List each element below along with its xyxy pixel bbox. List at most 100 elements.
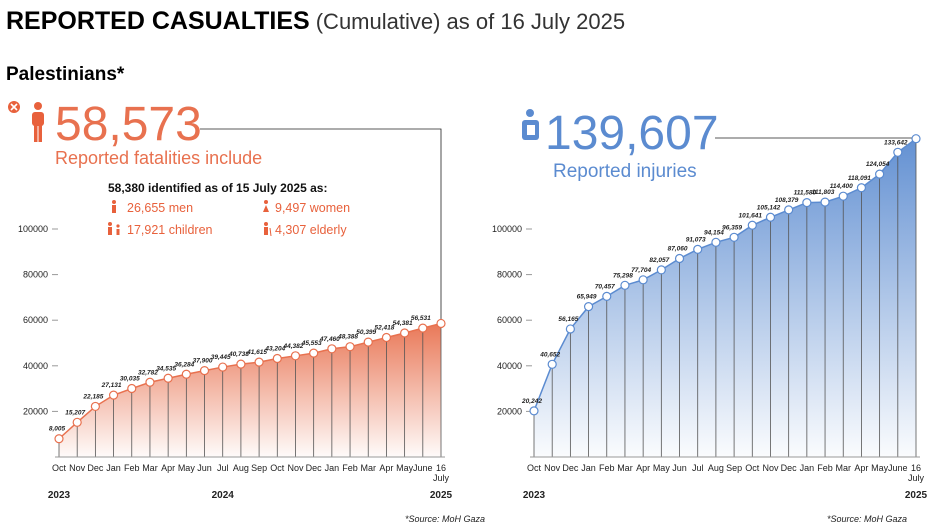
x-tick-label: Mar: [142, 463, 158, 473]
x-tick-label: Sep: [251, 463, 268, 473]
value-label: 22,185: [82, 393, 103, 400]
point: [436, 318, 446, 329]
x-tick-label: Oct: [526, 463, 541, 473]
x-tick-label: May: [652, 463, 670, 473]
x-tick-label: Mar: [360, 463, 376, 473]
value-label: 105,142: [757, 204, 781, 211]
value-label: 40,738: [228, 351, 249, 358]
value-label: 15,207: [65, 409, 85, 416]
y-tick-label: 80000: [23, 270, 48, 280]
year-label: 2024: [212, 490, 235, 501]
point: [254, 357, 264, 367]
x-tick-label: May: [177, 463, 195, 473]
breakdown-item: 17,921 children: [127, 223, 213, 237]
y-tick-label: 60000: [23, 315, 48, 325]
point: [529, 406, 539, 416]
point: [236, 359, 246, 369]
value-label: 30,035: [120, 376, 140, 383]
point: [345, 342, 355, 352]
title-rest: (Cumulative) as of 16 July 2025: [316, 9, 625, 34]
value-label: 91,073: [686, 236, 706, 243]
value-label: 43,204: [264, 345, 285, 352]
headline-caption: Reported injuries: [553, 161, 697, 182]
point: [218, 362, 228, 372]
value-label: 111,803: [812, 189, 835, 196]
headline: 58,573: [55, 98, 202, 151]
area: [59, 323, 441, 457]
point: [729, 232, 739, 242]
point: [693, 244, 703, 254]
point: [820, 197, 830, 207]
point: [145, 377, 155, 387]
value-label: 47,460: [319, 336, 340, 343]
x-tick-label: Nov: [287, 463, 304, 473]
value-label: 133,642: [884, 139, 908, 146]
x-tick-label: May: [396, 463, 414, 473]
point: [199, 365, 210, 376]
year-label: 2025: [905, 490, 928, 501]
point: [400, 328, 410, 338]
point: [127, 383, 137, 394]
point: [602, 291, 612, 301]
value-label: 37,900: [193, 358, 213, 365]
point: [418, 323, 428, 333]
breakdown-title: 58,380 identified as of 15 July 2025 as:: [108, 181, 327, 195]
value-label: 108,379: [775, 197, 799, 204]
value-label: 65,949: [577, 294, 597, 301]
point: [893, 147, 903, 157]
point: [181, 369, 191, 379]
x-tick-label: Nov: [544, 463, 561, 473]
x-tick-label: Feb: [123, 463, 140, 473]
point: [838, 191, 848, 201]
x-tick-label: Mar: [835, 463, 851, 473]
breakdown-item: 9,497 women: [275, 201, 350, 215]
x-tick-label: Dec: [780, 463, 797, 473]
value-label: 39,445: [211, 354, 231, 361]
title-main: REPORTED CASUALTIES: [6, 7, 310, 35]
x-tick-label: May: [871, 463, 889, 473]
value-label: 87,060: [668, 246, 688, 253]
source: *Source: MoH Gaza: [827, 514, 907, 524]
breakdown-icons: [108, 200, 272, 237]
point: [90, 401, 100, 412]
value-label: 94,154: [704, 229, 724, 236]
x-tick-label: June: [413, 463, 433, 473]
point: [565, 324, 575, 334]
point: [856, 183, 867, 193]
point: [327, 344, 337, 354]
value-label: 52,418: [374, 324, 394, 331]
value-label: 56,165: [558, 316, 578, 323]
value-label: 41,615: [246, 349, 267, 356]
y-tick-label: 80000: [497, 270, 522, 280]
value-label: 50,399: [356, 329, 376, 336]
fatality-icon: [8, 101, 44, 142]
x-tick-label: Oct: [270, 463, 285, 473]
x-tick-label: Apr: [854, 463, 869, 473]
breakdown-item: 26,655 men: [127, 201, 193, 215]
x-tick-label: Jun: [672, 463, 687, 473]
point: [747, 220, 757, 230]
value-label: 36,284: [174, 361, 194, 368]
point: [911, 134, 921, 144]
value-label: 48,388: [337, 334, 358, 341]
x-tick-label: Oct: [745, 463, 760, 473]
x-tick-label: Jan: [324, 463, 340, 473]
point: [638, 275, 648, 285]
y-tick-label: 20000: [497, 406, 522, 416]
breakdown-item: 4,307 elderly: [275, 223, 347, 237]
x-tick-label: Nov: [69, 463, 86, 473]
value-label: 111,580: [794, 190, 817, 197]
value-label: 27,131: [101, 382, 122, 389]
x-tick-label: Apr: [379, 463, 394, 473]
x-tick-label: June: [888, 463, 908, 473]
point: [765, 212, 776, 222]
title: REPORTED CASUALTIES (Cumulative) as of 16…: [6, 7, 625, 35]
value-label: 45,553: [301, 340, 322, 347]
value-label: 101,641: [739, 212, 763, 219]
x-tick-label: Sep: [726, 463, 743, 473]
y-tick-label: 40000: [23, 361, 48, 371]
value-label: 114,400: [830, 183, 853, 190]
y-tick-label: 40000: [497, 361, 522, 371]
